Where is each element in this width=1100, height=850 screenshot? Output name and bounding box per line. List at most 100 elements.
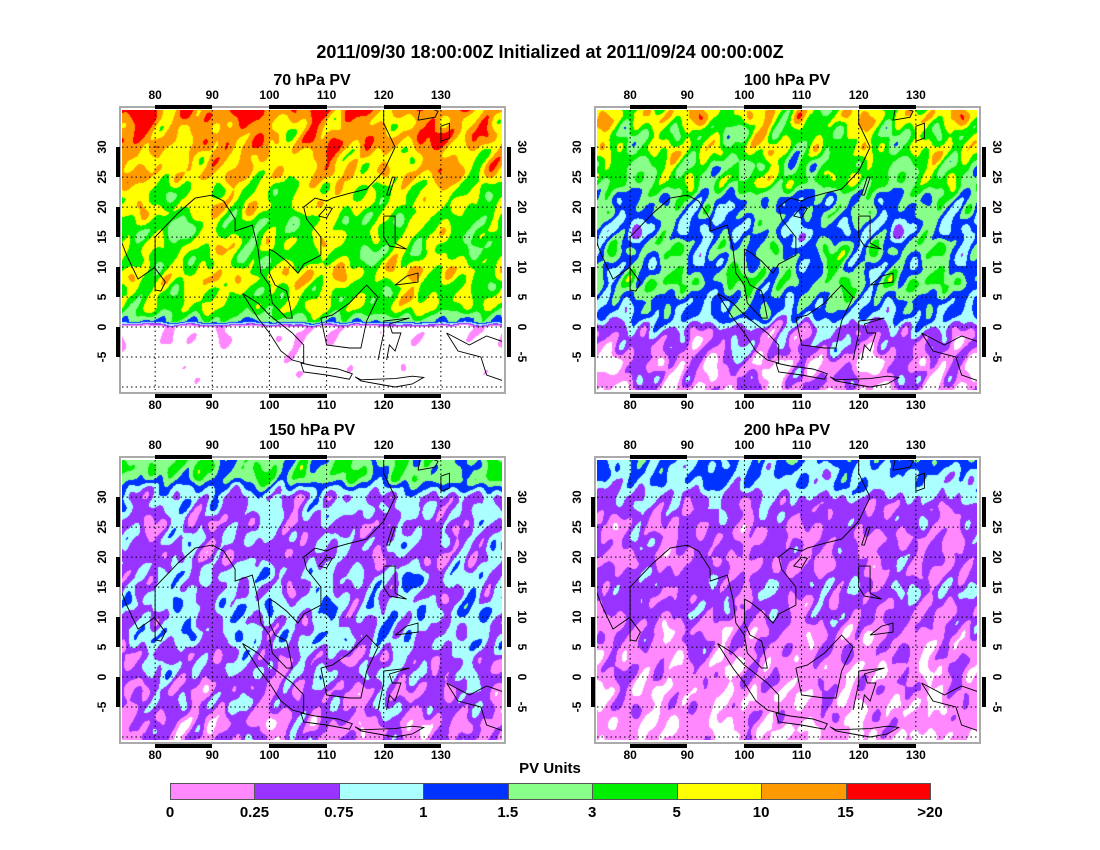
lat-tick-right: 15 (515, 580, 529, 594)
panel-title: 100 hPa PV (743, 72, 831, 89)
colorbar-swatch (338, 783, 425, 800)
colorbar-title: PV Units (519, 760, 581, 777)
pv-map-200 (597, 460, 977, 740)
coastline (795, 634, 854, 699)
axis-bar (155, 744, 213, 748)
lon-tick-top: 90 (205, 438, 219, 452)
colorbar-label: 10 (752, 804, 770, 821)
coastline (829, 725, 901, 738)
colorbar-label: 0 (165, 804, 175, 821)
lon-tick-bottom: 80 (148, 748, 162, 762)
lat-tick-left: 5 (95, 643, 109, 651)
pv-field (122, 460, 502, 740)
lon-tick-bottom: 120 (848, 398, 869, 412)
coastline (869, 622, 894, 636)
lon-tick-top: 110 (316, 88, 337, 102)
axis-bar (982, 327, 986, 357)
lat-tick-right: 20 (990, 200, 1004, 214)
axis-bar (507, 497, 511, 528)
lon-tick-top: 120 (373, 438, 394, 452)
coastline (386, 176, 396, 196)
lat-tick-right: 5 (515, 293, 529, 301)
axis-bar (744, 455, 802, 459)
axis-bar (858, 455, 916, 459)
lon-tick-bottom: 100 (734, 748, 755, 762)
coastline (377, 667, 410, 711)
axis-bar (507, 327, 511, 357)
lon-tick-bottom: 100 (259, 398, 280, 412)
axis-bar (507, 267, 511, 298)
lat-tick-right: 25 (515, 520, 529, 534)
lat-tick-left: 15 (95, 230, 109, 244)
coastline (320, 284, 379, 349)
axis-bar (116, 147, 120, 178)
coastline (300, 362, 353, 380)
axis-bar (269, 394, 327, 398)
lat-tick-left: 0 (95, 323, 109, 331)
lat-tick-left: -5 (95, 351, 109, 363)
lon-tick-top: 130 (430, 88, 451, 102)
colorbar-swatch (423, 783, 509, 800)
axis-bar (982, 557, 986, 588)
lon-tick-bottom: 90 (680, 398, 694, 412)
coastline (858, 565, 882, 600)
axis-bar (507, 147, 511, 178)
axis-bar (507, 207, 511, 238)
lat-tick-left: 20 (95, 550, 109, 564)
coastline (717, 293, 780, 364)
axis-bar (744, 105, 802, 109)
lat-tick-right: 15 (515, 230, 529, 244)
axis-bar (507, 617, 511, 648)
axis-bar (116, 617, 120, 648)
lat-tick-right: 0 (990, 323, 1004, 331)
axis-bar (982, 147, 986, 178)
lon-tick-bottom: 130 (905, 398, 926, 412)
lon-tick-top: 100 (259, 438, 280, 452)
lon-tick-top: 110 (791, 438, 812, 452)
coastline (417, 460, 439, 471)
coastline (122, 460, 396, 669)
lat-tick-left: 20 (570, 550, 584, 564)
coastline (354, 725, 426, 738)
axis-bar (269, 105, 327, 109)
lat-tick-right: 10 (515, 260, 529, 274)
lat-tick-left: 5 (570, 643, 584, 651)
lon-tick-top: 80 (148, 438, 162, 452)
coastline (858, 215, 882, 250)
lon-tick-top: 120 (848, 438, 869, 452)
colorbar-label: 5 (672, 804, 681, 821)
coastline (242, 293, 305, 364)
lat-tick-right: 25 (515, 170, 529, 184)
coastline (921, 682, 977, 731)
panel-title: 200 hPa PV (743, 422, 831, 439)
lon-tick-top: 90 (205, 88, 219, 102)
lon-tick-bottom: 130 (430, 748, 451, 762)
coastline (417, 110, 439, 121)
lat-tick-left: 20 (570, 200, 584, 214)
axis-bar (116, 497, 120, 528)
coastline (861, 526, 871, 546)
colorbar-swatch (845, 783, 931, 800)
coastline (300, 712, 353, 730)
coastline (386, 526, 396, 546)
lon-tick-bottom: 110 (316, 398, 337, 412)
lon-tick-top: 80 (623, 88, 637, 102)
coastline (597, 110, 871, 319)
panel-title: 150 hPa PV (268, 422, 356, 439)
lat-tick-right: -5 (515, 701, 529, 713)
coastline (861, 176, 871, 196)
lon-tick-top: 110 (316, 438, 337, 452)
coastline (440, 122, 450, 142)
axis-bar (982, 497, 986, 528)
coastline (915, 122, 925, 142)
axis-bar (507, 677, 511, 707)
coastline (892, 460, 914, 471)
lat-tick-right: 10 (515, 610, 529, 624)
lat-tick-left: 10 (570, 610, 584, 624)
lat-tick-right: 30 (515, 140, 529, 154)
lat-tick-right: 15 (990, 580, 1004, 594)
axis-bar (630, 455, 688, 459)
axis-bar (383, 105, 441, 109)
coastline (597, 460, 871, 669)
axis-bar (155, 455, 213, 459)
